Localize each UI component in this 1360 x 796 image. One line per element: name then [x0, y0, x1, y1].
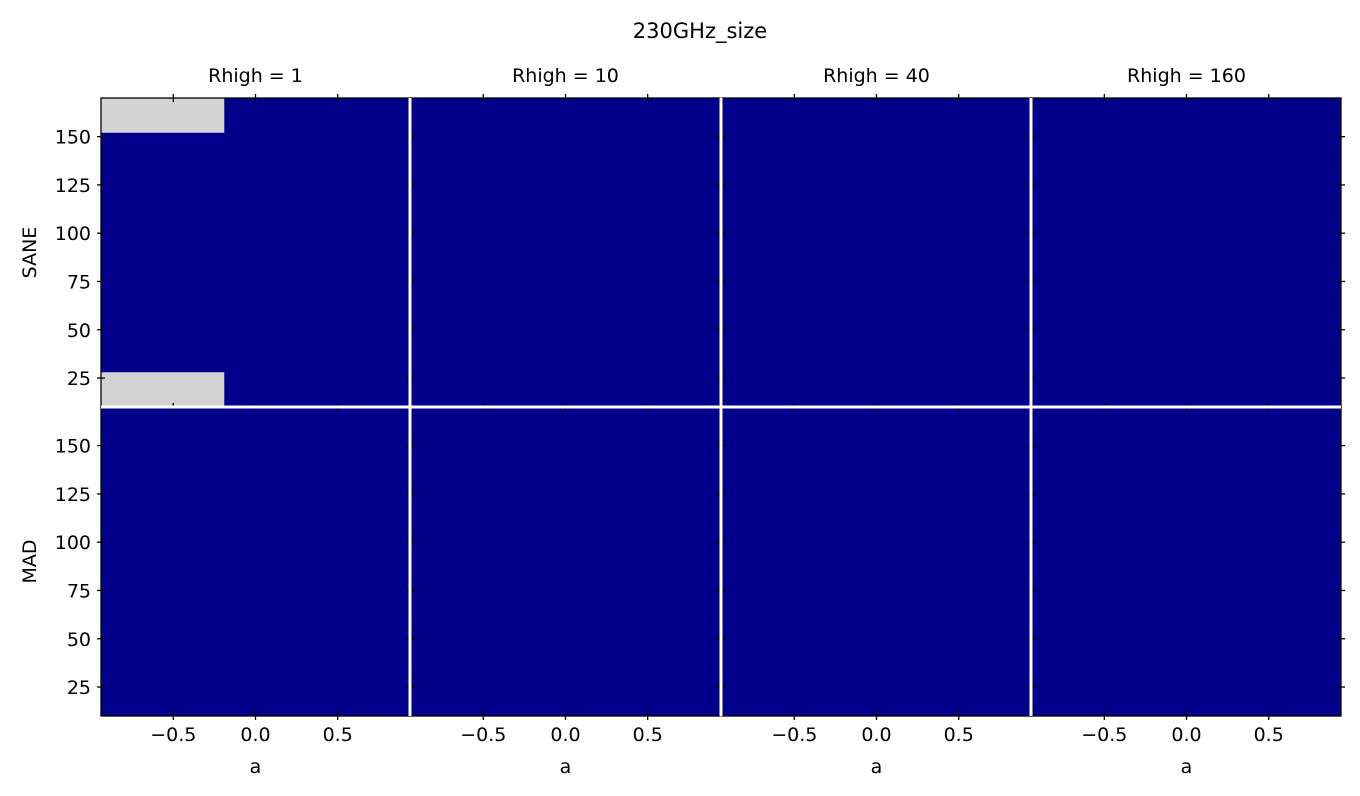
y-tick-label: 100 [55, 223, 91, 245]
y-tick-label: 75 [67, 580, 91, 602]
heatmap-mad-col1 [101, 407, 410, 716]
x-axis-label: a [250, 756, 262, 778]
y-tick-label: 150 [55, 127, 91, 149]
y-tick-label: 75 [67, 271, 91, 293]
heatmap-sane-col3 [722, 98, 1031, 407]
x-tick-label: −0.5 [1081, 724, 1127, 746]
heatmap-sane-col4 [1032, 98, 1341, 407]
y-tick-label: 125 [55, 175, 91, 197]
y-tick-label: 125 [55, 484, 91, 506]
x-tick-label: 0.0 [550, 724, 580, 746]
x-axis-label: a [871, 756, 883, 778]
x-tick-label: −0.5 [460, 724, 506, 746]
heatmap-sane-col1 [101, 98, 410, 407]
column-title: Rhigh = 1 [208, 65, 303, 87]
heatmap-mad-col2 [411, 407, 720, 716]
x-axis-label: a [1181, 756, 1193, 778]
y-tick-label: 50 [67, 320, 91, 342]
x-tick-label: 0.5 [1254, 724, 1284, 746]
missing-cell-1 [101, 372, 225, 407]
missing-cell-2 [101, 98, 225, 133]
x-tick-label: 0.0 [1171, 724, 1201, 746]
x-axis-label: a [560, 756, 572, 778]
y-tick-label: 150 [55, 436, 91, 458]
x-tick-label: 0.0 [240, 724, 270, 746]
x-tick-label: −0.5 [150, 724, 196, 746]
x-tick-label: 0.5 [944, 724, 974, 746]
x-tick-label: 0.5 [633, 724, 663, 746]
row-label: SANE [19, 227, 41, 279]
heatmap-mad-col4 [1032, 407, 1341, 716]
heatmap-sane-col2 [411, 98, 720, 407]
y-tick-label: 25 [67, 677, 91, 699]
column-title: Rhigh = 40 [823, 65, 930, 87]
x-tick-label: 0.0 [861, 724, 891, 746]
panel-grid: Rhigh = 1 Rhigh = 10 Rhigh = 40 Rhigh = 160… [19, 65, 1345, 778]
heatmap-mad-col3 [722, 407, 1031, 716]
column-title: Rhigh = 10 [512, 65, 619, 87]
y-tick-label: 25 [67, 368, 91, 390]
column-title: Rhigh = 160 [1127, 65, 1246, 87]
y-tick-label: 100 [55, 532, 91, 554]
figure-title: 230GHz_size [633, 19, 767, 44]
x-tick-label: 0.5 [323, 724, 353, 746]
x-tick-label: −0.5 [771, 724, 817, 746]
y-tick-label: 50 [67, 629, 91, 651]
row-label: MAD [19, 539, 41, 583]
